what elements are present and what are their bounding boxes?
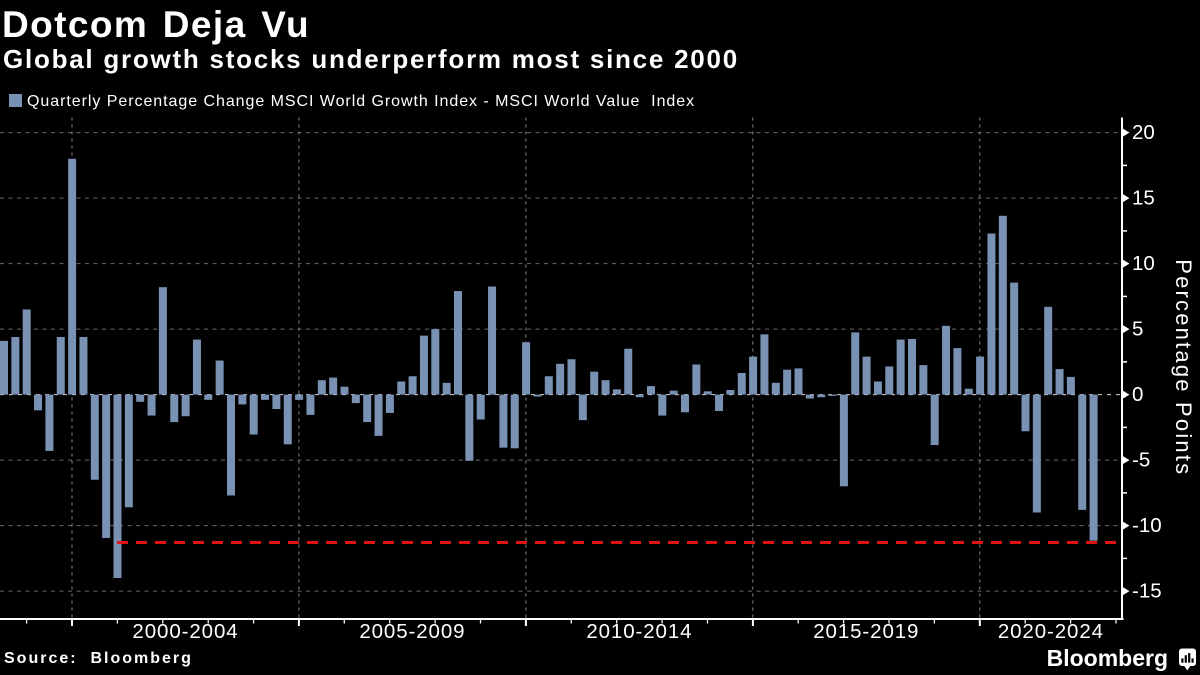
- svg-text:2020-2024: 2020-2024: [998, 620, 1104, 643]
- svg-text:10: 10: [1132, 252, 1155, 275]
- svg-text:-15: -15: [1132, 580, 1162, 603]
- svg-text:15: 15: [1132, 187, 1155, 210]
- svg-text:2015-2019: 2015-2019: [813, 620, 919, 643]
- svg-text:2000-2004: 2000-2004: [132, 620, 238, 643]
- svg-text:Percentage Points: Percentage Points: [1171, 259, 1196, 476]
- svg-text:2005-2009: 2005-2009: [359, 620, 465, 643]
- svg-text:0: 0: [1132, 383, 1143, 406]
- svg-text:5: 5: [1132, 318, 1143, 341]
- svg-text:2010-2014: 2010-2014: [586, 620, 692, 643]
- svg-text:-10: -10: [1132, 514, 1162, 537]
- svg-text:-5: -5: [1132, 449, 1150, 472]
- svg-text:20: 20: [1132, 121, 1155, 144]
